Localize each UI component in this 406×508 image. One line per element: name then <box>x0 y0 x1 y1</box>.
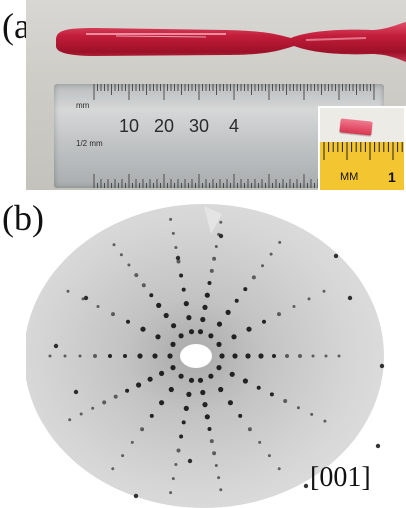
panel-b-label: (b) <box>2 198 44 238</box>
crystal-rod-body <box>56 22 406 62</box>
ruler-major-label: 4 <box>229 116 239 136</box>
ruler-major-label: 30 <box>189 116 209 136</box>
inset-ruler-photo: MM 1 <box>318 106 406 190</box>
ruler-ticks-top <box>93 84 375 100</box>
ruler-ticks-bottom <box>93 174 375 188</box>
laue-diffraction-pattern <box>26 204 385 508</box>
crystal-photo: mm 1/2 mm 10 20 30 4 MM 1 <box>26 0 406 190</box>
zone-axis-label: [001] <box>310 462 371 493</box>
crystal-rod <box>56 22 406 62</box>
inset-unit: MM <box>340 171 358 183</box>
ruler-major-label: 20 <box>154 116 174 136</box>
inset-number: 1 <box>388 169 396 185</box>
ruler-unit-bottom: 1/2 mm <box>76 139 103 148</box>
beam-stop-hole <box>180 344 212 368</box>
diffraction-spots <box>48 217 385 499</box>
inset-ruler-ticks <box>323 142 403 160</box>
ruler-major-label: 10 <box>119 116 139 136</box>
ruler-unit-top: mm <box>76 101 90 110</box>
